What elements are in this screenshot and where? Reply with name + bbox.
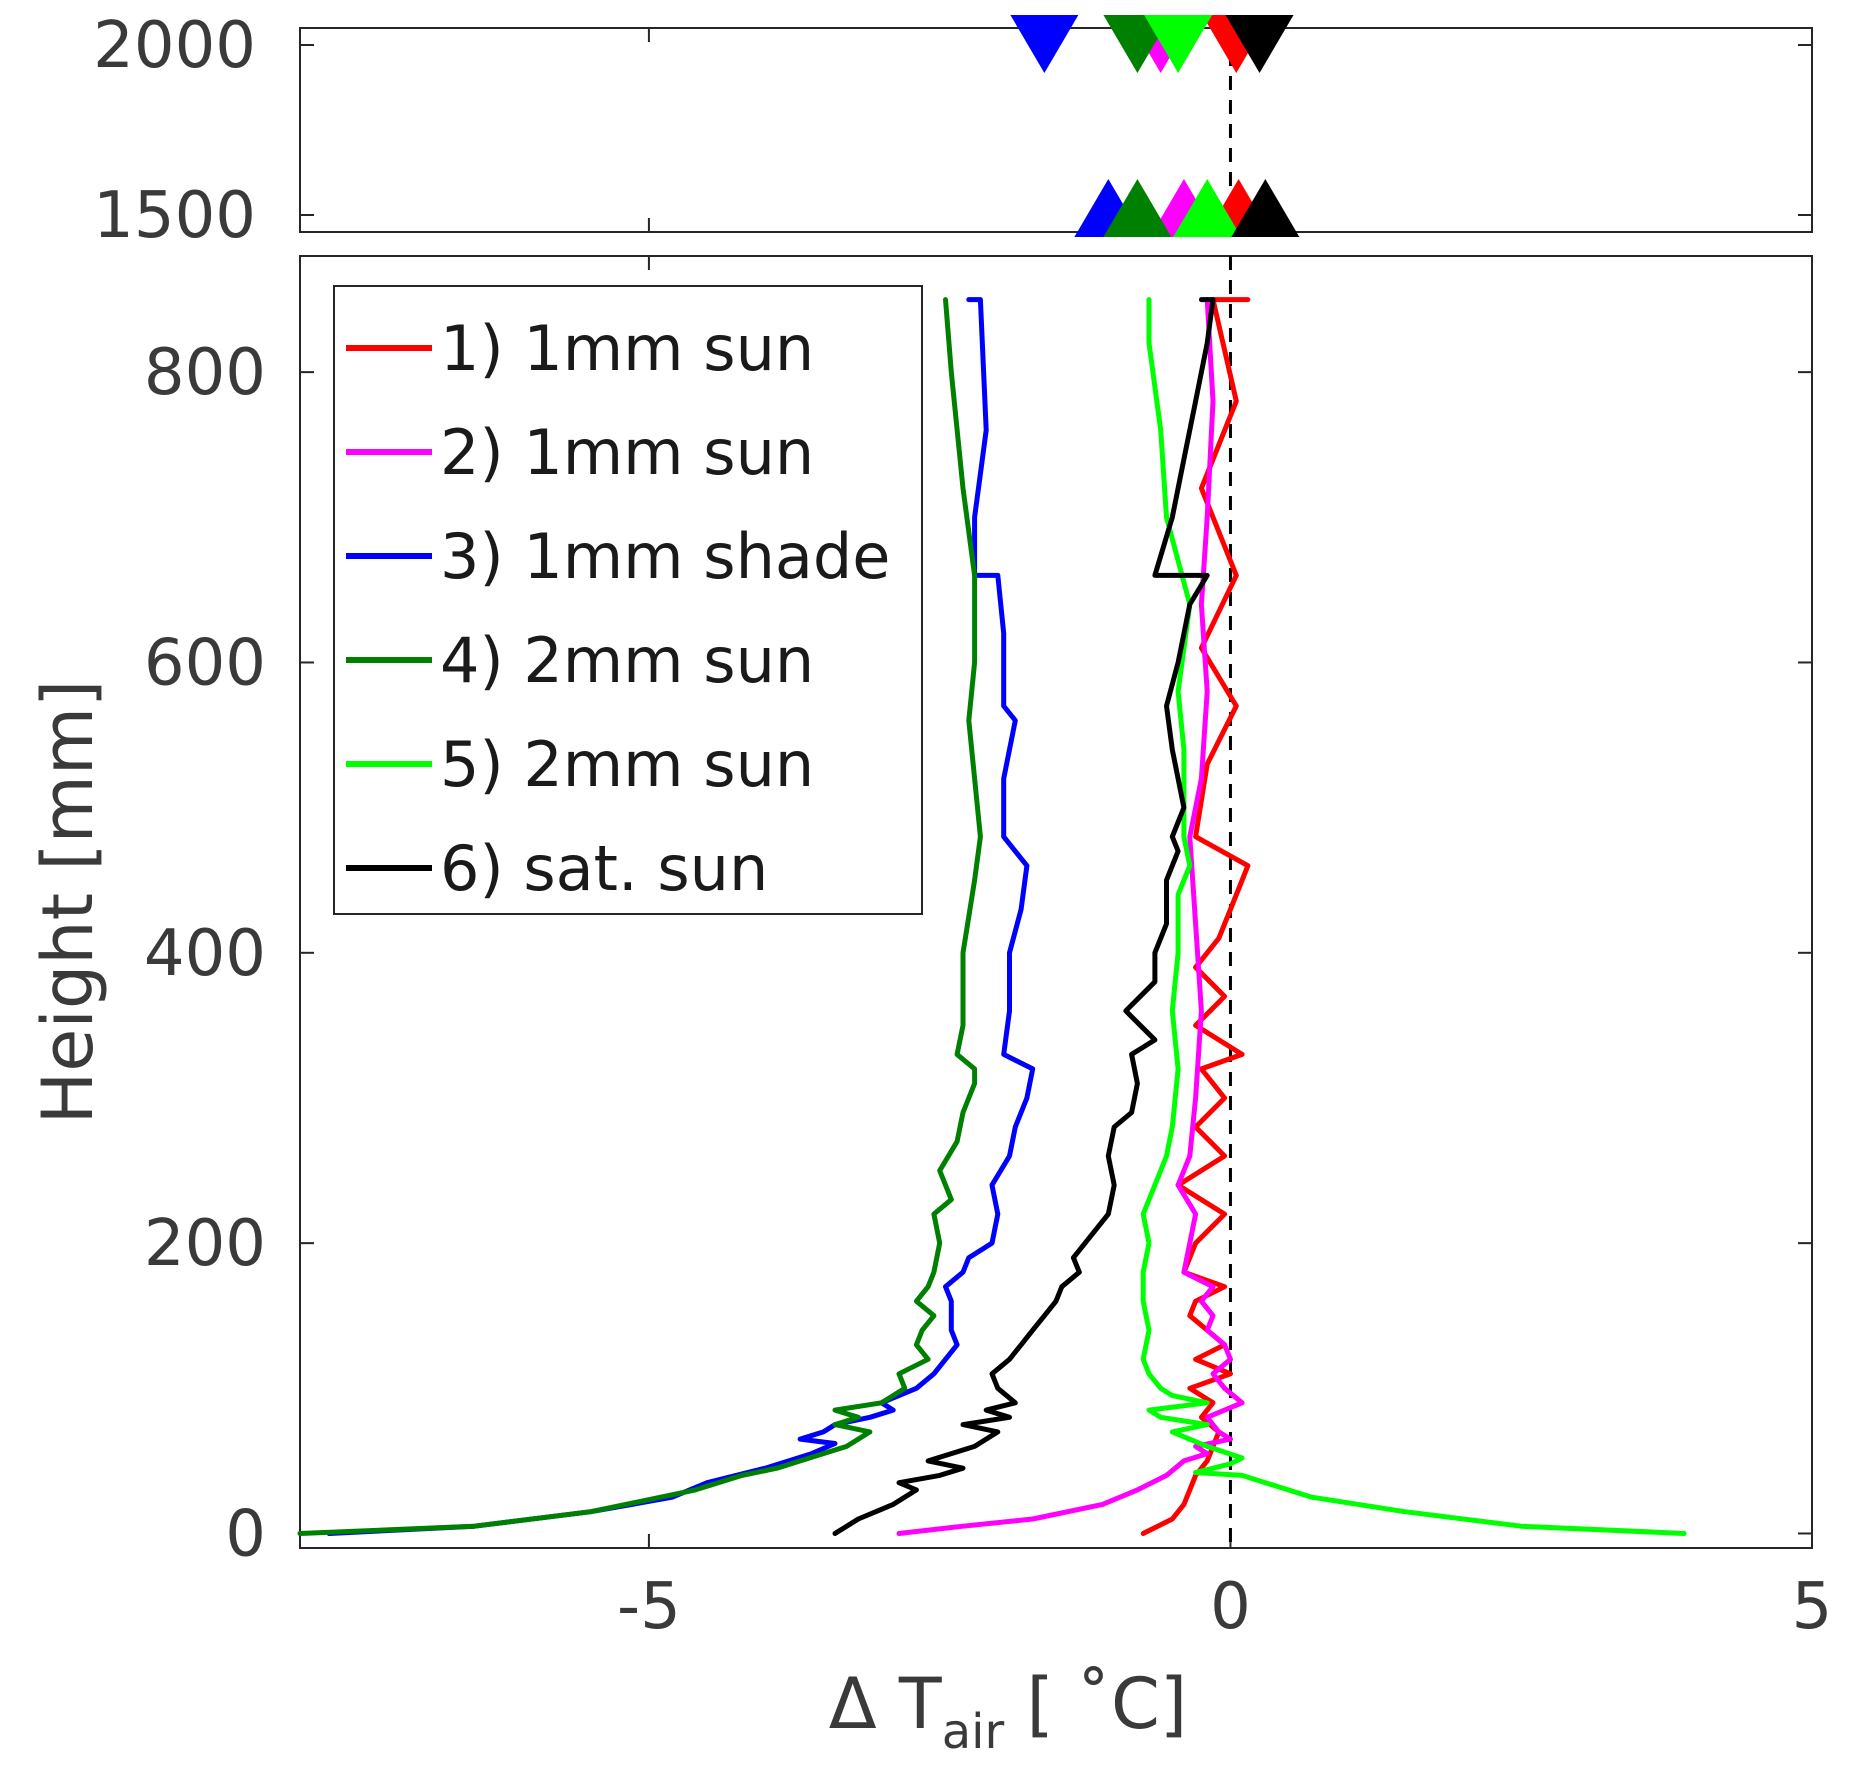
xtick-label--5: -5 (617, 1570, 681, 1644)
ytick-label-600: 600 (144, 626, 266, 700)
series-line-3 (326, 297, 1036, 1536)
ytick-label-400: 400 (144, 917, 266, 991)
xtick-label-0: 0 (1210, 1570, 1251, 1644)
up-triangle-series-5 (1173, 179, 1242, 237)
legend-label-6: 6) sat. sun (440, 832, 768, 905)
legend-label-3: 3) 1mm shade (440, 520, 890, 593)
legend-label-2: 2) 1mm sun (440, 416, 814, 489)
x-axis-title-subscript: air (942, 1704, 1005, 1760)
ytick-label-800: 800 (144, 336, 266, 410)
legend-items: 1) 1mm sun 2) 1mm sun 3) 1mm shade 4) 2mm s… (346, 312, 890, 905)
top-axes-frame (299, 27, 1813, 233)
top-markers (1010, 15, 1300, 237)
x-axis-title-unit: [ ˚C] (1004, 1663, 1187, 1745)
main-series-lines (297, 297, 1687, 1536)
up-triangle-series-4 (1103, 179, 1172, 237)
ytick-label-200: 200 (144, 1207, 266, 1281)
legend: 1) 1mm sun 2) 1mm sun 3) 1mm shade 4) 2mm s… (333, 285, 923, 915)
legend-label-1: 1) 1mm sun (440, 312, 814, 385)
legend-label-5: 5) 2mm sun (440, 728, 814, 801)
x-axis-title: Δ Tair [ ˚C] (829, 1663, 1187, 1760)
legend-box (333, 285, 923, 915)
up-triangle-series-6 (1231, 179, 1300, 237)
top-ytick-label-1500: 1500 (93, 179, 256, 253)
down-triangle-series-6 (1225, 15, 1294, 73)
x-axis-title-main: Δ T (829, 1663, 942, 1745)
xtick-label-5: 5 (1792, 1570, 1833, 1644)
series-line-6 (832, 297, 1216, 1536)
top-panel: 1500 2000 (93, 9, 1813, 253)
ytick-label-0: 0 (225, 1497, 266, 1571)
series-line-5 (1140, 297, 1687, 1536)
down-triangle-series-5 (1144, 15, 1213, 73)
down-triangle-series-3 (1010, 15, 1079, 73)
series-line-2 (896, 297, 1245, 1536)
top-ytick-label-2000: 2000 (93, 9, 256, 83)
legend-label-4: 4) 2mm sun (440, 624, 814, 697)
main-ticks: 0 200 400 600 800 -5 0 5 (144, 256, 1833, 1644)
series-line-4 (297, 297, 983, 1536)
y-axis-title: Height [mm] (27, 680, 109, 1125)
